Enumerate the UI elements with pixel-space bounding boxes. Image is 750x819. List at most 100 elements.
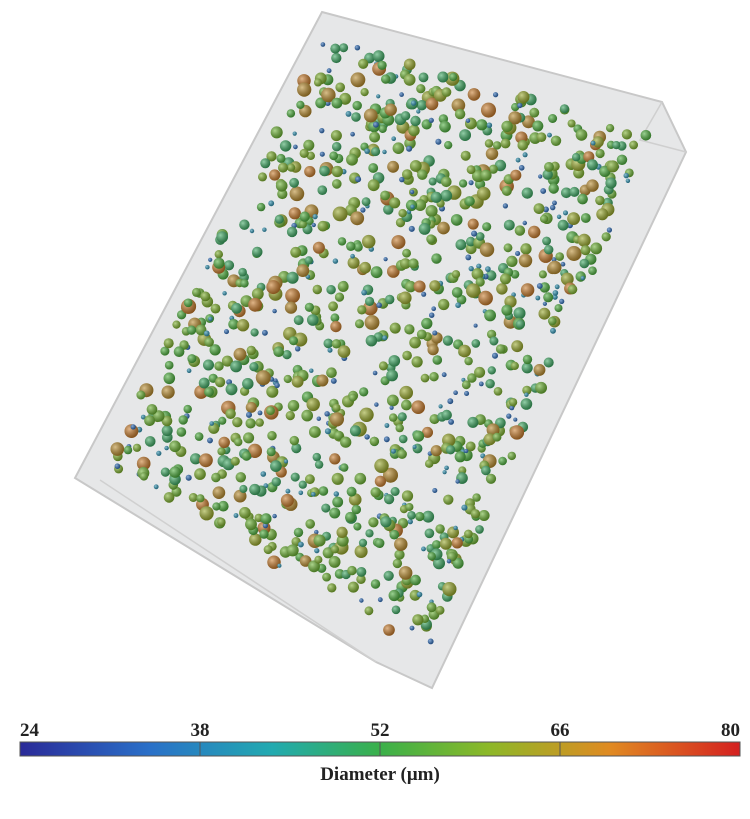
particle-shade xyxy=(249,228,255,234)
particle-shade xyxy=(331,52,342,64)
particle-shade xyxy=(458,344,471,358)
particle-shade xyxy=(223,260,235,271)
particle-shade xyxy=(326,68,332,74)
particle-shade xyxy=(485,379,495,389)
particle-shade xyxy=(169,466,181,478)
particle-shade xyxy=(547,132,552,138)
particle-shade xyxy=(260,471,267,477)
particle-shade xyxy=(389,413,398,422)
particle-shade xyxy=(346,486,357,497)
particle-shade xyxy=(486,270,497,281)
particle-shade xyxy=(140,414,146,420)
particle-shade xyxy=(453,390,458,396)
particle-shade xyxy=(326,285,336,295)
particle-shade xyxy=(360,88,369,97)
particle-shade xyxy=(612,141,621,150)
particle-shade xyxy=(364,434,370,440)
particle-shade xyxy=(383,467,398,483)
particle-shade xyxy=(337,237,347,246)
particle-shade xyxy=(381,74,391,84)
particle-shade xyxy=(410,204,415,209)
particle-shade xyxy=(254,513,263,523)
particle-shade xyxy=(239,507,251,519)
particle-shade xyxy=(408,124,420,137)
particle-shade xyxy=(301,409,314,422)
particle-shade xyxy=(262,523,268,529)
particle-shade xyxy=(428,117,434,123)
particle-shade xyxy=(225,383,238,396)
particle-shade xyxy=(330,378,337,384)
particle-shade xyxy=(550,327,556,334)
particle-shade xyxy=(233,489,247,503)
particle-shade xyxy=(465,196,475,207)
particle-shade xyxy=(309,368,314,373)
particle-shade xyxy=(387,160,399,173)
particle-shade xyxy=(520,283,535,297)
particle-shade xyxy=(350,211,365,226)
particle-shade xyxy=(415,511,425,522)
particle-shade xyxy=(496,283,508,295)
particle-shade xyxy=(364,315,380,330)
particle-shade xyxy=(404,324,415,335)
particle-shade xyxy=(172,320,181,329)
particle-shade xyxy=(444,465,449,471)
particle-shade xyxy=(161,385,175,399)
particle-shade xyxy=(233,347,247,361)
particle-shade xyxy=(248,297,262,312)
particle-shade xyxy=(543,357,554,368)
particle-shade xyxy=(560,104,569,114)
particle-shade xyxy=(209,421,214,426)
particle-shade xyxy=(500,138,511,149)
particle-shade xyxy=(418,72,429,83)
particle-shade xyxy=(316,416,321,421)
particle-shade xyxy=(352,100,362,111)
particle-shade xyxy=(459,129,471,142)
particle-shade xyxy=(299,211,310,222)
particle-shade xyxy=(335,82,346,93)
particle-shade xyxy=(595,148,605,159)
particle-shade xyxy=(482,222,492,232)
particle-shade xyxy=(351,504,361,515)
particle-shade xyxy=(326,367,337,379)
particle-shade xyxy=(200,291,211,302)
particle-shade xyxy=(521,362,533,374)
particle-shade xyxy=(374,458,389,473)
particle-shade xyxy=(359,598,364,603)
particle-shade xyxy=(241,451,252,461)
particle-shade xyxy=(383,436,390,443)
particle-shade xyxy=(408,225,415,232)
particle-shade xyxy=(399,176,405,183)
particle-shade xyxy=(296,264,310,277)
particle-shade xyxy=(204,387,214,397)
particle-shade xyxy=(387,394,399,407)
particle-shade xyxy=(395,423,404,433)
particle-shade xyxy=(533,364,546,376)
particle-shade xyxy=(403,58,416,71)
particle-shade xyxy=(273,378,278,383)
particle-shade xyxy=(350,131,355,137)
particle-shade xyxy=(394,537,408,551)
particle-shade xyxy=(299,148,309,158)
particle-shade xyxy=(271,477,281,487)
particle-shade xyxy=(289,177,299,188)
particle-shade xyxy=(451,270,461,279)
particle-shade xyxy=(298,490,304,496)
particle-shade xyxy=(536,283,543,289)
particle-shade xyxy=(214,361,224,371)
particle-shade xyxy=(380,190,390,201)
particle-shade xyxy=(376,94,381,99)
particle-shade xyxy=(258,172,267,182)
particle-shade xyxy=(592,136,604,148)
particle-shade xyxy=(554,304,563,313)
particle-shade xyxy=(575,129,588,141)
particle-shade xyxy=(408,258,419,269)
particle-shade xyxy=(370,487,381,498)
particle-shade xyxy=(406,145,413,152)
particle-shade xyxy=(246,345,256,356)
particle-shade xyxy=(480,169,492,181)
particle-shade xyxy=(249,362,259,372)
particle-shade xyxy=(465,254,472,261)
particle-shade xyxy=(485,473,497,484)
particle-shade xyxy=(330,545,339,554)
particle-shade xyxy=(314,548,320,554)
